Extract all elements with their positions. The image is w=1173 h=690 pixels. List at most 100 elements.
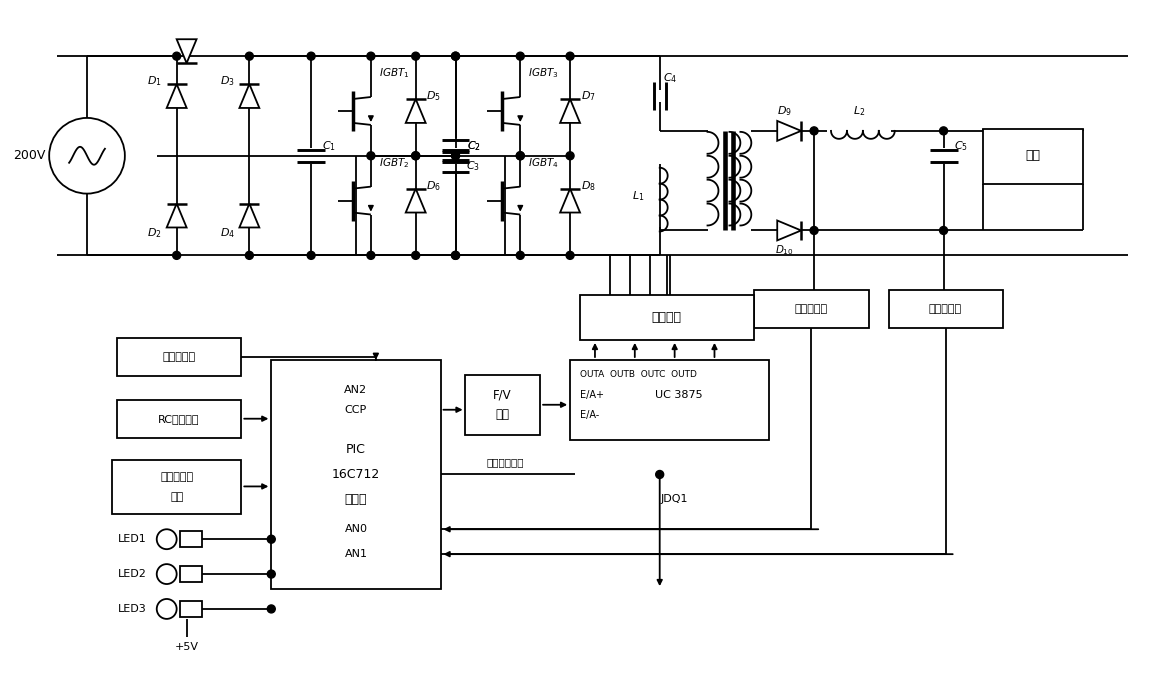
Text: 电池: 电池 xyxy=(1025,149,1040,162)
Text: $C_5$: $C_5$ xyxy=(955,139,969,152)
Bar xyxy=(111,460,242,514)
Circle shape xyxy=(157,564,177,584)
Text: +5V: +5V xyxy=(175,642,198,652)
Text: $D_7$: $D_7$ xyxy=(581,89,596,103)
Circle shape xyxy=(157,599,177,619)
Circle shape xyxy=(267,605,276,613)
Circle shape xyxy=(367,251,375,259)
Text: UC 3875: UC 3875 xyxy=(655,390,703,400)
Circle shape xyxy=(516,152,524,160)
Circle shape xyxy=(656,471,664,478)
Circle shape xyxy=(940,127,948,135)
Circle shape xyxy=(245,251,253,259)
Text: AN2: AN2 xyxy=(345,385,367,395)
Circle shape xyxy=(516,152,524,160)
Circle shape xyxy=(567,152,574,160)
Text: 电源、复位: 电源、复位 xyxy=(160,473,194,482)
Text: AN1: AN1 xyxy=(345,549,367,559)
Text: $IGBT_4$: $IGBT_4$ xyxy=(528,156,560,170)
Bar xyxy=(570,360,769,440)
Circle shape xyxy=(452,251,460,259)
Text: $D_8$: $D_8$ xyxy=(581,179,596,193)
Text: $IGBT_2$: $IGBT_2$ xyxy=(379,156,409,170)
Polygon shape xyxy=(560,188,579,213)
Circle shape xyxy=(49,118,124,194)
Circle shape xyxy=(811,127,818,135)
Circle shape xyxy=(412,251,420,259)
Bar xyxy=(889,290,1003,328)
Text: F/V: F/V xyxy=(493,388,511,402)
Bar xyxy=(271,360,441,589)
Text: LED2: LED2 xyxy=(118,569,147,579)
Circle shape xyxy=(452,52,460,60)
Circle shape xyxy=(267,570,276,578)
Circle shape xyxy=(157,529,177,549)
Text: $C_2$: $C_2$ xyxy=(467,139,481,152)
Text: $IGBT_3$: $IGBT_3$ xyxy=(528,66,558,80)
Text: $D_5$: $D_5$ xyxy=(426,89,441,103)
Circle shape xyxy=(367,52,375,60)
Polygon shape xyxy=(167,84,187,108)
Text: PIC: PIC xyxy=(346,443,366,456)
Circle shape xyxy=(367,152,375,160)
Text: RC振荡电路: RC振荡电路 xyxy=(158,414,199,424)
Text: 转换: 转换 xyxy=(495,408,509,421)
Polygon shape xyxy=(239,84,259,108)
Polygon shape xyxy=(167,204,187,228)
Polygon shape xyxy=(778,121,801,141)
Bar xyxy=(117,338,242,376)
Text: 电流传感器: 电流传感器 xyxy=(794,304,828,314)
Polygon shape xyxy=(406,99,426,123)
Circle shape xyxy=(452,52,460,60)
Circle shape xyxy=(940,226,948,235)
Bar xyxy=(466,375,541,435)
Polygon shape xyxy=(239,204,259,228)
Bar xyxy=(179,601,202,617)
Bar xyxy=(179,531,202,547)
Text: $L_1$: $L_1$ xyxy=(631,188,644,202)
Bar xyxy=(179,566,202,582)
Polygon shape xyxy=(177,39,197,63)
Text: $D_4$: $D_4$ xyxy=(219,226,235,240)
Bar xyxy=(117,400,242,437)
Bar xyxy=(754,290,869,328)
Text: CCP: CCP xyxy=(345,405,367,415)
Text: $D_2$: $D_2$ xyxy=(148,226,162,240)
Circle shape xyxy=(452,152,460,160)
Circle shape xyxy=(307,52,316,60)
Text: $D_1$: $D_1$ xyxy=(148,74,162,88)
Circle shape xyxy=(516,251,524,259)
Circle shape xyxy=(267,535,276,543)
Circle shape xyxy=(307,251,316,259)
Text: $D_3$: $D_3$ xyxy=(221,74,235,88)
Circle shape xyxy=(172,251,181,259)
Text: 200V: 200V xyxy=(13,149,46,162)
Text: $C_1$: $C_1$ xyxy=(323,139,335,152)
Circle shape xyxy=(567,52,574,60)
Polygon shape xyxy=(778,221,801,240)
Circle shape xyxy=(245,52,253,60)
Text: $D_9$: $D_9$ xyxy=(777,104,792,118)
Text: $C_4$: $C_4$ xyxy=(663,71,677,85)
Text: OUTA  OUTB  OUTC  OUTD: OUTA OUTB OUTC OUTD xyxy=(579,371,697,380)
Circle shape xyxy=(567,251,574,259)
Polygon shape xyxy=(406,188,426,213)
Text: 单片机: 单片机 xyxy=(345,493,367,506)
Circle shape xyxy=(412,152,420,160)
Text: 光耦隔离: 光耦隔离 xyxy=(652,310,682,324)
Polygon shape xyxy=(560,99,579,123)
Text: AN0: AN0 xyxy=(345,524,367,534)
Text: $L_2$: $L_2$ xyxy=(853,104,865,118)
Text: LED3: LED3 xyxy=(118,604,147,614)
Text: 电压传感器: 电压传感器 xyxy=(929,304,962,314)
Circle shape xyxy=(452,251,460,259)
Text: LED1: LED1 xyxy=(118,534,147,544)
Text: $IGBT_1$: $IGBT_1$ xyxy=(379,66,409,80)
Circle shape xyxy=(412,152,420,160)
Circle shape xyxy=(516,52,524,60)
Text: JDQ1: JDQ1 xyxy=(660,494,689,504)
Text: 电路: 电路 xyxy=(170,493,183,502)
Text: $D_6$: $D_6$ xyxy=(426,179,441,193)
Text: $D_{10}$: $D_{10}$ xyxy=(775,244,794,257)
Text: E/A+: E/A+ xyxy=(579,390,604,400)
